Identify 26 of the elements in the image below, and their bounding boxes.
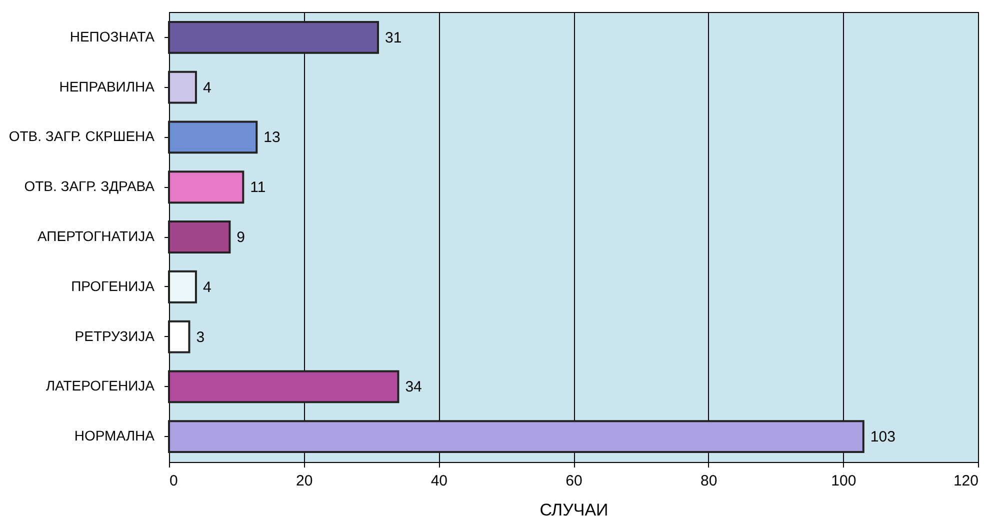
- data-label: 11: [250, 179, 266, 196]
- x-tick-label: 120: [953, 472, 978, 490]
- data-label: 13: [264, 129, 280, 146]
- y-tick-label: ПРОГЕНИЈА: [71, 278, 156, 294]
- data-label: 3: [196, 328, 205, 346]
- y-tick-label: ОТВ. ЗАГР. ЗДРАВА: [24, 178, 156, 194]
- x-tick-label: 60: [566, 472, 582, 490]
- x-axis-title: СЛУЧАИ: [540, 500, 608, 520]
- x-tick-label: 100: [831, 472, 856, 490]
- x-tick-label: 40: [430, 472, 448, 490]
- y-tick-label: ЛАТЕРОГЕНИЈА: [46, 378, 156, 394]
- data-label: 4: [202, 79, 212, 96]
- data-label: 9: [236, 229, 246, 246]
- data-label: 31: [384, 29, 402, 46]
- data-label: 4: [202, 278, 212, 296]
- x-tick-label: 80: [700, 472, 718, 490]
- x-tick-label: 0: [170, 472, 178, 490]
- y-tick-label: НЕПОЗНАТА: [70, 28, 156, 44]
- y-tick-label: НЕПРАВИЛНА: [59, 78, 156, 94]
- y-tick-label: АПЕРТОГНАТИЈА: [38, 228, 156, 244]
- data-label: 34: [405, 378, 422, 396]
- y-tick-label: РЕТРУЗИЈА: [74, 328, 156, 344]
- x-tick-label: 20: [296, 472, 313, 490]
- y-tick-label: НОРМАЛНА: [74, 428, 156, 444]
- data-label: 103: [870, 428, 896, 446]
- y-tick-label: ОТВ. ЗАГР. СКРШЕНА: [8, 128, 156, 144]
